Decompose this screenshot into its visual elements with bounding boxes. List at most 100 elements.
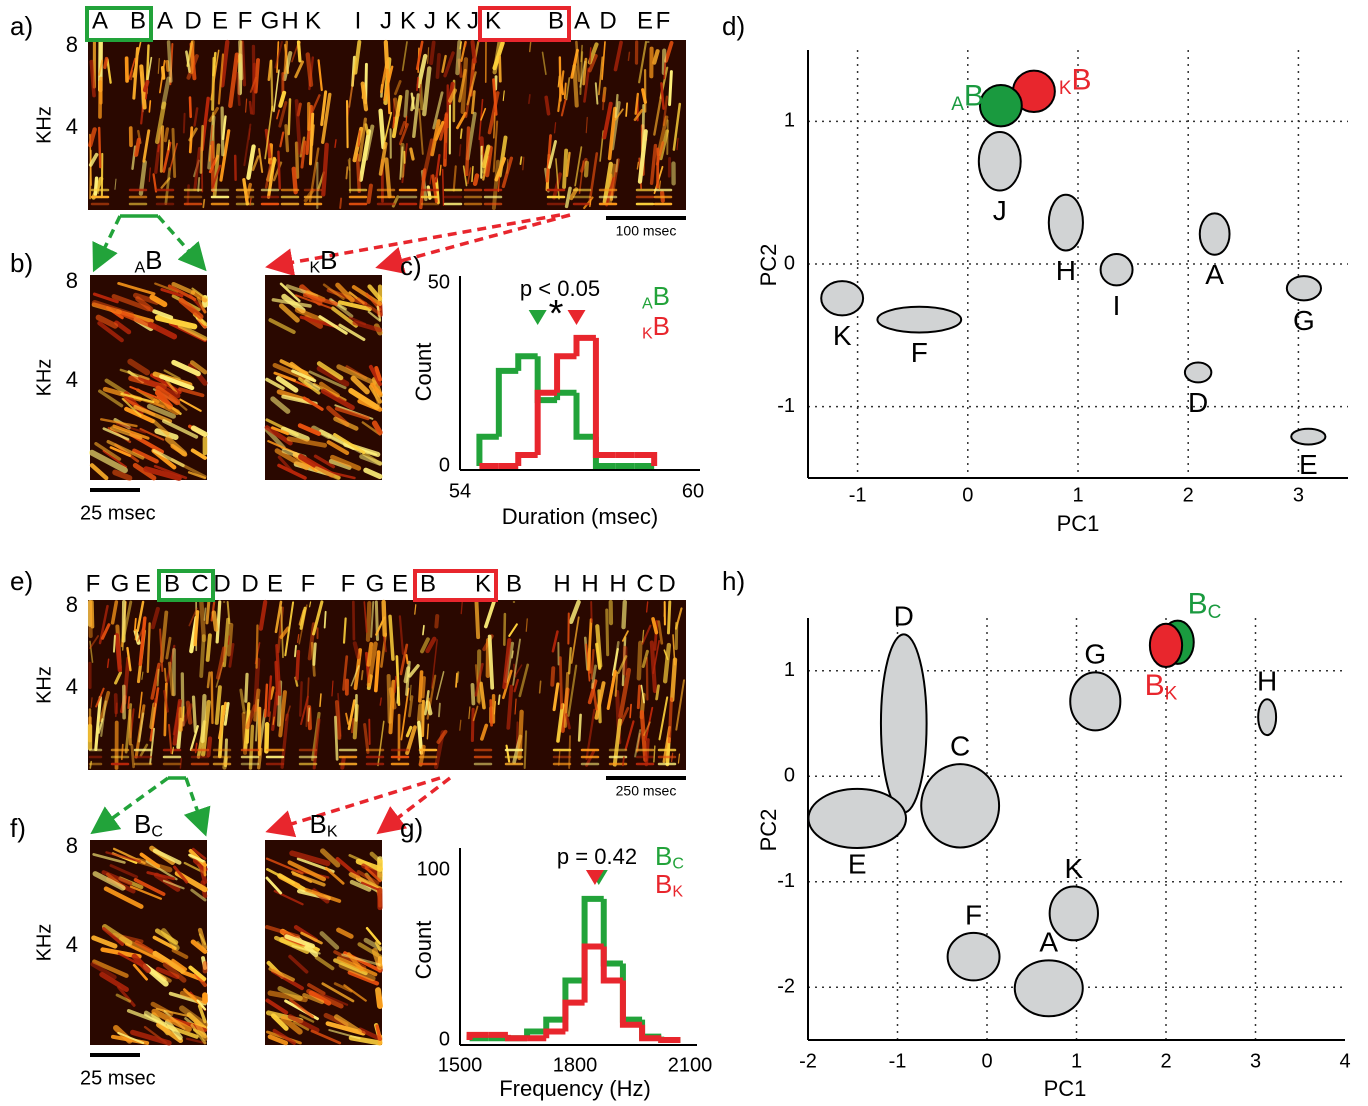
spectrogram-streak (480, 723, 489, 741)
spectrogram-streak (538, 680, 542, 694)
spectrogram-streak (416, 703, 423, 722)
spectrogram-streak (348, 388, 380, 410)
cluster (1148, 622, 1184, 669)
spectrogram-streak (326, 440, 350, 455)
spectrogram-streak (567, 664, 578, 717)
spectrogram-streak (125, 942, 165, 963)
spectrogram-streak (245, 98, 248, 113)
subscript-label: AB (951, 80, 984, 116)
syllable-label: G (111, 570, 130, 597)
spectrogram-streak (348, 1035, 383, 1046)
spectrogram-streak (655, 684, 660, 701)
spectrogram-streak (462, 165, 468, 187)
spectrogram-streak (121, 600, 133, 642)
syllable-label: F (238, 7, 253, 34)
spectrogram-streak (634, 92, 640, 115)
subscript-label: KB (309, 245, 337, 277)
spectrogram-streak (579, 51, 584, 96)
spectrogram-streak (219, 129, 231, 182)
spectrogram-streak (89, 600, 95, 629)
spectrogram-streak (662, 642, 672, 684)
spectrogram-streak (132, 963, 148, 981)
spectrogram-streak (294, 307, 326, 323)
histogram-step (543, 1028, 566, 1039)
histogram-step (515, 353, 538, 371)
label-base: B (655, 869, 672, 899)
spectrogram-streak (154, 282, 179, 293)
spectrogram-streak (139, 852, 161, 869)
spectrogram-streak (328, 1029, 361, 1040)
y-axis-label: KHz (33, 924, 55, 962)
cluster (876, 305, 963, 334)
spectrogram-streak (550, 666, 556, 687)
spectrogram-streak (324, 866, 345, 885)
spectrogram-streak (653, 745, 656, 763)
spectrogram-streak (273, 69, 280, 113)
spectrogram-streak (265, 998, 289, 1015)
spectrogram-streak (481, 144, 491, 169)
spectrogram-streak (133, 405, 173, 424)
spectrogram-streak (493, 111, 496, 139)
spectrogram-streak (214, 685, 222, 725)
spectrogram-streak (352, 600, 356, 641)
histogram-step (600, 946, 623, 984)
spectrogram-streak (146, 622, 151, 674)
label-base: B (655, 841, 672, 871)
spectrogram-streak (294, 60, 304, 79)
spectrogram-streak (155, 966, 180, 980)
spectrogram-streak (408, 664, 420, 678)
spectrogram-streak (280, 606, 284, 659)
spectrogram-streak (129, 385, 162, 401)
spectrogram-streak (182, 706, 185, 722)
y-tick-label: 8 (66, 833, 78, 858)
panel-label: e) (10, 566, 33, 596)
spectrogram-streak (120, 743, 124, 761)
spectrogram-streak (363, 467, 383, 480)
spectrogram-streak (552, 682, 560, 712)
spectrogram-streak (220, 39, 230, 88)
spectrogram-streak (506, 684, 514, 730)
spectrogram-streak (409, 684, 412, 701)
spectrogram-streak (468, 706, 471, 720)
spectrogram-streak (191, 287, 207, 299)
spectrogram-streak (590, 648, 595, 680)
spectrogram-streak (470, 90, 476, 115)
spectrogram-streak (268, 711, 272, 723)
spectrogram-streak (383, 636, 387, 653)
spectrogram-streak (212, 51, 217, 77)
cluster (879, 633, 928, 814)
spectrogram-streak (307, 983, 326, 996)
spectrogram-streak (383, 39, 390, 70)
y-tick-label: -1 (777, 395, 795, 417)
syllable-label: K (400, 7, 416, 34)
spectrogram-streak (333, 982, 353, 993)
spectrogram-streak (110, 600, 119, 625)
spectrogram-streak (335, 856, 361, 879)
spectrogram-streak (629, 703, 632, 719)
spectrogram-streak (649, 640, 658, 694)
spectrogram-streak (321, 982, 355, 1003)
spectrogram-streak (625, 102, 628, 117)
spectrogram-streak (601, 41, 606, 81)
spectrogram-streak (677, 753, 681, 764)
spectrogram-streak (305, 677, 310, 728)
syllable-label: G (261, 7, 280, 34)
spectrogram-streak (443, 51, 455, 78)
histogram-step (554, 353, 577, 393)
spectrogram-streak (228, 642, 235, 668)
spectrogram-streak (201, 699, 211, 757)
spectrogram-streak (334, 700, 342, 740)
spectrogram-streak (280, 426, 310, 442)
cluster-label: K (833, 320, 852, 351)
spectrogram-streak (102, 449, 127, 468)
spectrogram-streak (106, 439, 145, 460)
spectrogram-streak (91, 935, 118, 949)
spectrogram-streak (130, 69, 133, 81)
spectrogram-streak (564, 713, 571, 730)
spectrogram-streak (97, 321, 124, 343)
spectrogram-streak (109, 864, 139, 879)
spectrogram-streak (138, 160, 147, 196)
spectrogram-streak (401, 41, 408, 72)
y-tick-label: 0 (784, 765, 795, 787)
spectrogram-streak (605, 176, 616, 207)
